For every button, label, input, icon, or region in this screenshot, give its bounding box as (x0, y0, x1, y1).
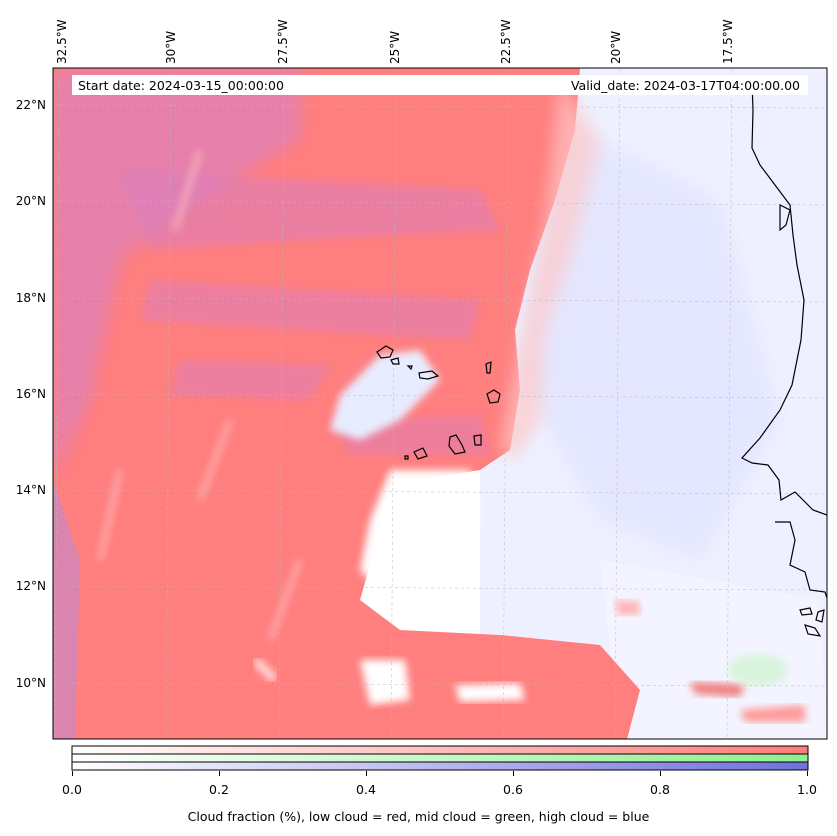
lat-label: 20°N (15, 194, 46, 208)
lon-label: 32.5°W (55, 19, 69, 64)
lon-label: 22.5°W (499, 19, 513, 64)
colorbar-tick-mark (72, 771, 73, 776)
lon-label: 17.5°W (721, 19, 735, 64)
start-date-label: Start date: 2024-03-15_00:00:00 (78, 78, 284, 93)
colorbar-tick-label: 0.2 (209, 782, 229, 797)
lon-label: 30°W (164, 30, 178, 64)
colorbar-tick-label: 0.0 (62, 782, 82, 797)
colorbar-mid-strip (72, 754, 808, 762)
date-banner: Start date: 2024-03-15_00:00:00 Valid_da… (72, 75, 808, 95)
lat-label: 12°N (15, 579, 46, 593)
colorbar-tick-label: 0.6 (503, 782, 523, 797)
colorbar-low-strip (72, 746, 808, 754)
cape-verde-islands (376, 345, 501, 460)
colorbar-tick-mark (513, 771, 514, 776)
map-frame (52, 67, 828, 740)
coastline (741, 81, 827, 637)
lon-label: 25°W (388, 30, 402, 64)
cloud-field (53, 68, 827, 739)
colorbar-tick-mark (807, 771, 808, 776)
colorbar-tick-mark (219, 771, 220, 776)
graticule (53, 68, 827, 739)
lon-label: 27.5°W (276, 19, 290, 64)
colorbar-label: Cloud fraction (%), low cloud = red, mid… (187, 809, 650, 824)
lat-label: 10°N (15, 676, 46, 690)
lat-label: 18°N (15, 291, 46, 305)
valid-date-label: Valid_date: 2024-03-17T04:00:00.00 (570, 78, 800, 93)
colorbar-frame (71, 745, 809, 771)
colorbar-tick-label: 0.4 (356, 782, 376, 797)
colorbar-tick-label: 0.8 (650, 782, 670, 797)
colorbar-tick-mark (660, 771, 661, 776)
lat-label: 14°N (15, 483, 46, 497)
lon-label: 20°W (609, 30, 623, 64)
lat-label: 22°N (15, 98, 46, 112)
colorbar-high-strip (72, 762, 808, 770)
colorbar-tick-mark (366, 771, 367, 776)
colorbar-tick-label: 1.0 (797, 782, 817, 797)
lat-label: 16°N (15, 387, 46, 401)
